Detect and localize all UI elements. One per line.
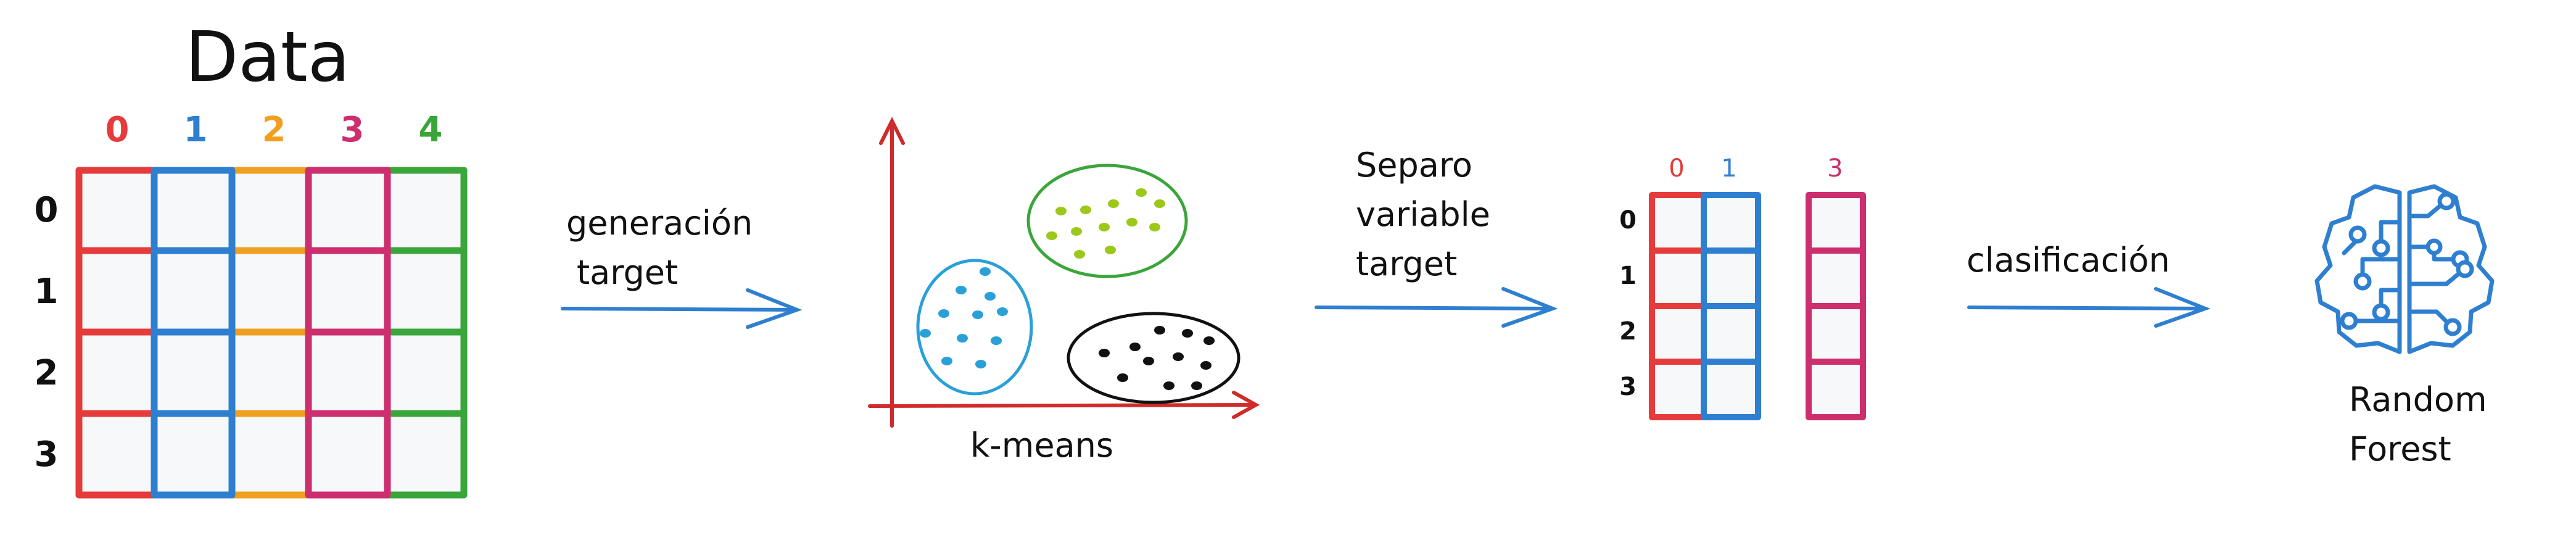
subset-row-index: 2 [1619,317,1637,346]
cluster-black-outline [1067,312,1241,404]
y-axis-arrowhead [879,117,905,145]
data-title: Data [185,17,350,98]
subset-row-index: 1 [1619,262,1637,290]
data-row-index: 1 [34,272,59,312]
step-separate-label-line2: variable [1356,195,1490,234]
data-row-index: 2 [34,353,59,393]
x-axis [868,403,1257,408]
step-generate-label-line1: generación [566,204,753,243]
step-generate-label-line2: target [577,253,679,292]
kmeans-label: k-means [970,426,1114,465]
data-col-index: 1 [183,110,208,150]
subset-col-index: 3 [1827,154,1843,183]
step-separate-label-line3: target [1356,244,1458,283]
subset-col-index: 0 [1669,154,1685,183]
x-axis-arrowhead [1232,391,1260,419]
cluster-green-outline [1026,164,1188,278]
data-col-index: 0 [105,110,130,150]
cluster-blue-outline [916,259,1033,396]
data-col-index: 2 [262,110,286,150]
data-row-index: 3 [34,434,59,475]
step-separate-label-line1: Separo [1356,146,1472,185]
subset-col-index: 1 [1721,154,1737,183]
subset-row-index: 0 [1619,206,1637,235]
data-col-index: 4 [418,110,443,150]
step-classify-label: clasificación [1967,241,2170,280]
data-col-index: 3 [340,110,365,150]
subset-row-index: 3 [1619,373,1637,401]
data-row-index: 0 [34,190,59,230]
model-label-line1: Random [2349,380,2487,419]
model-label-line2: Forest [2349,430,2451,468]
